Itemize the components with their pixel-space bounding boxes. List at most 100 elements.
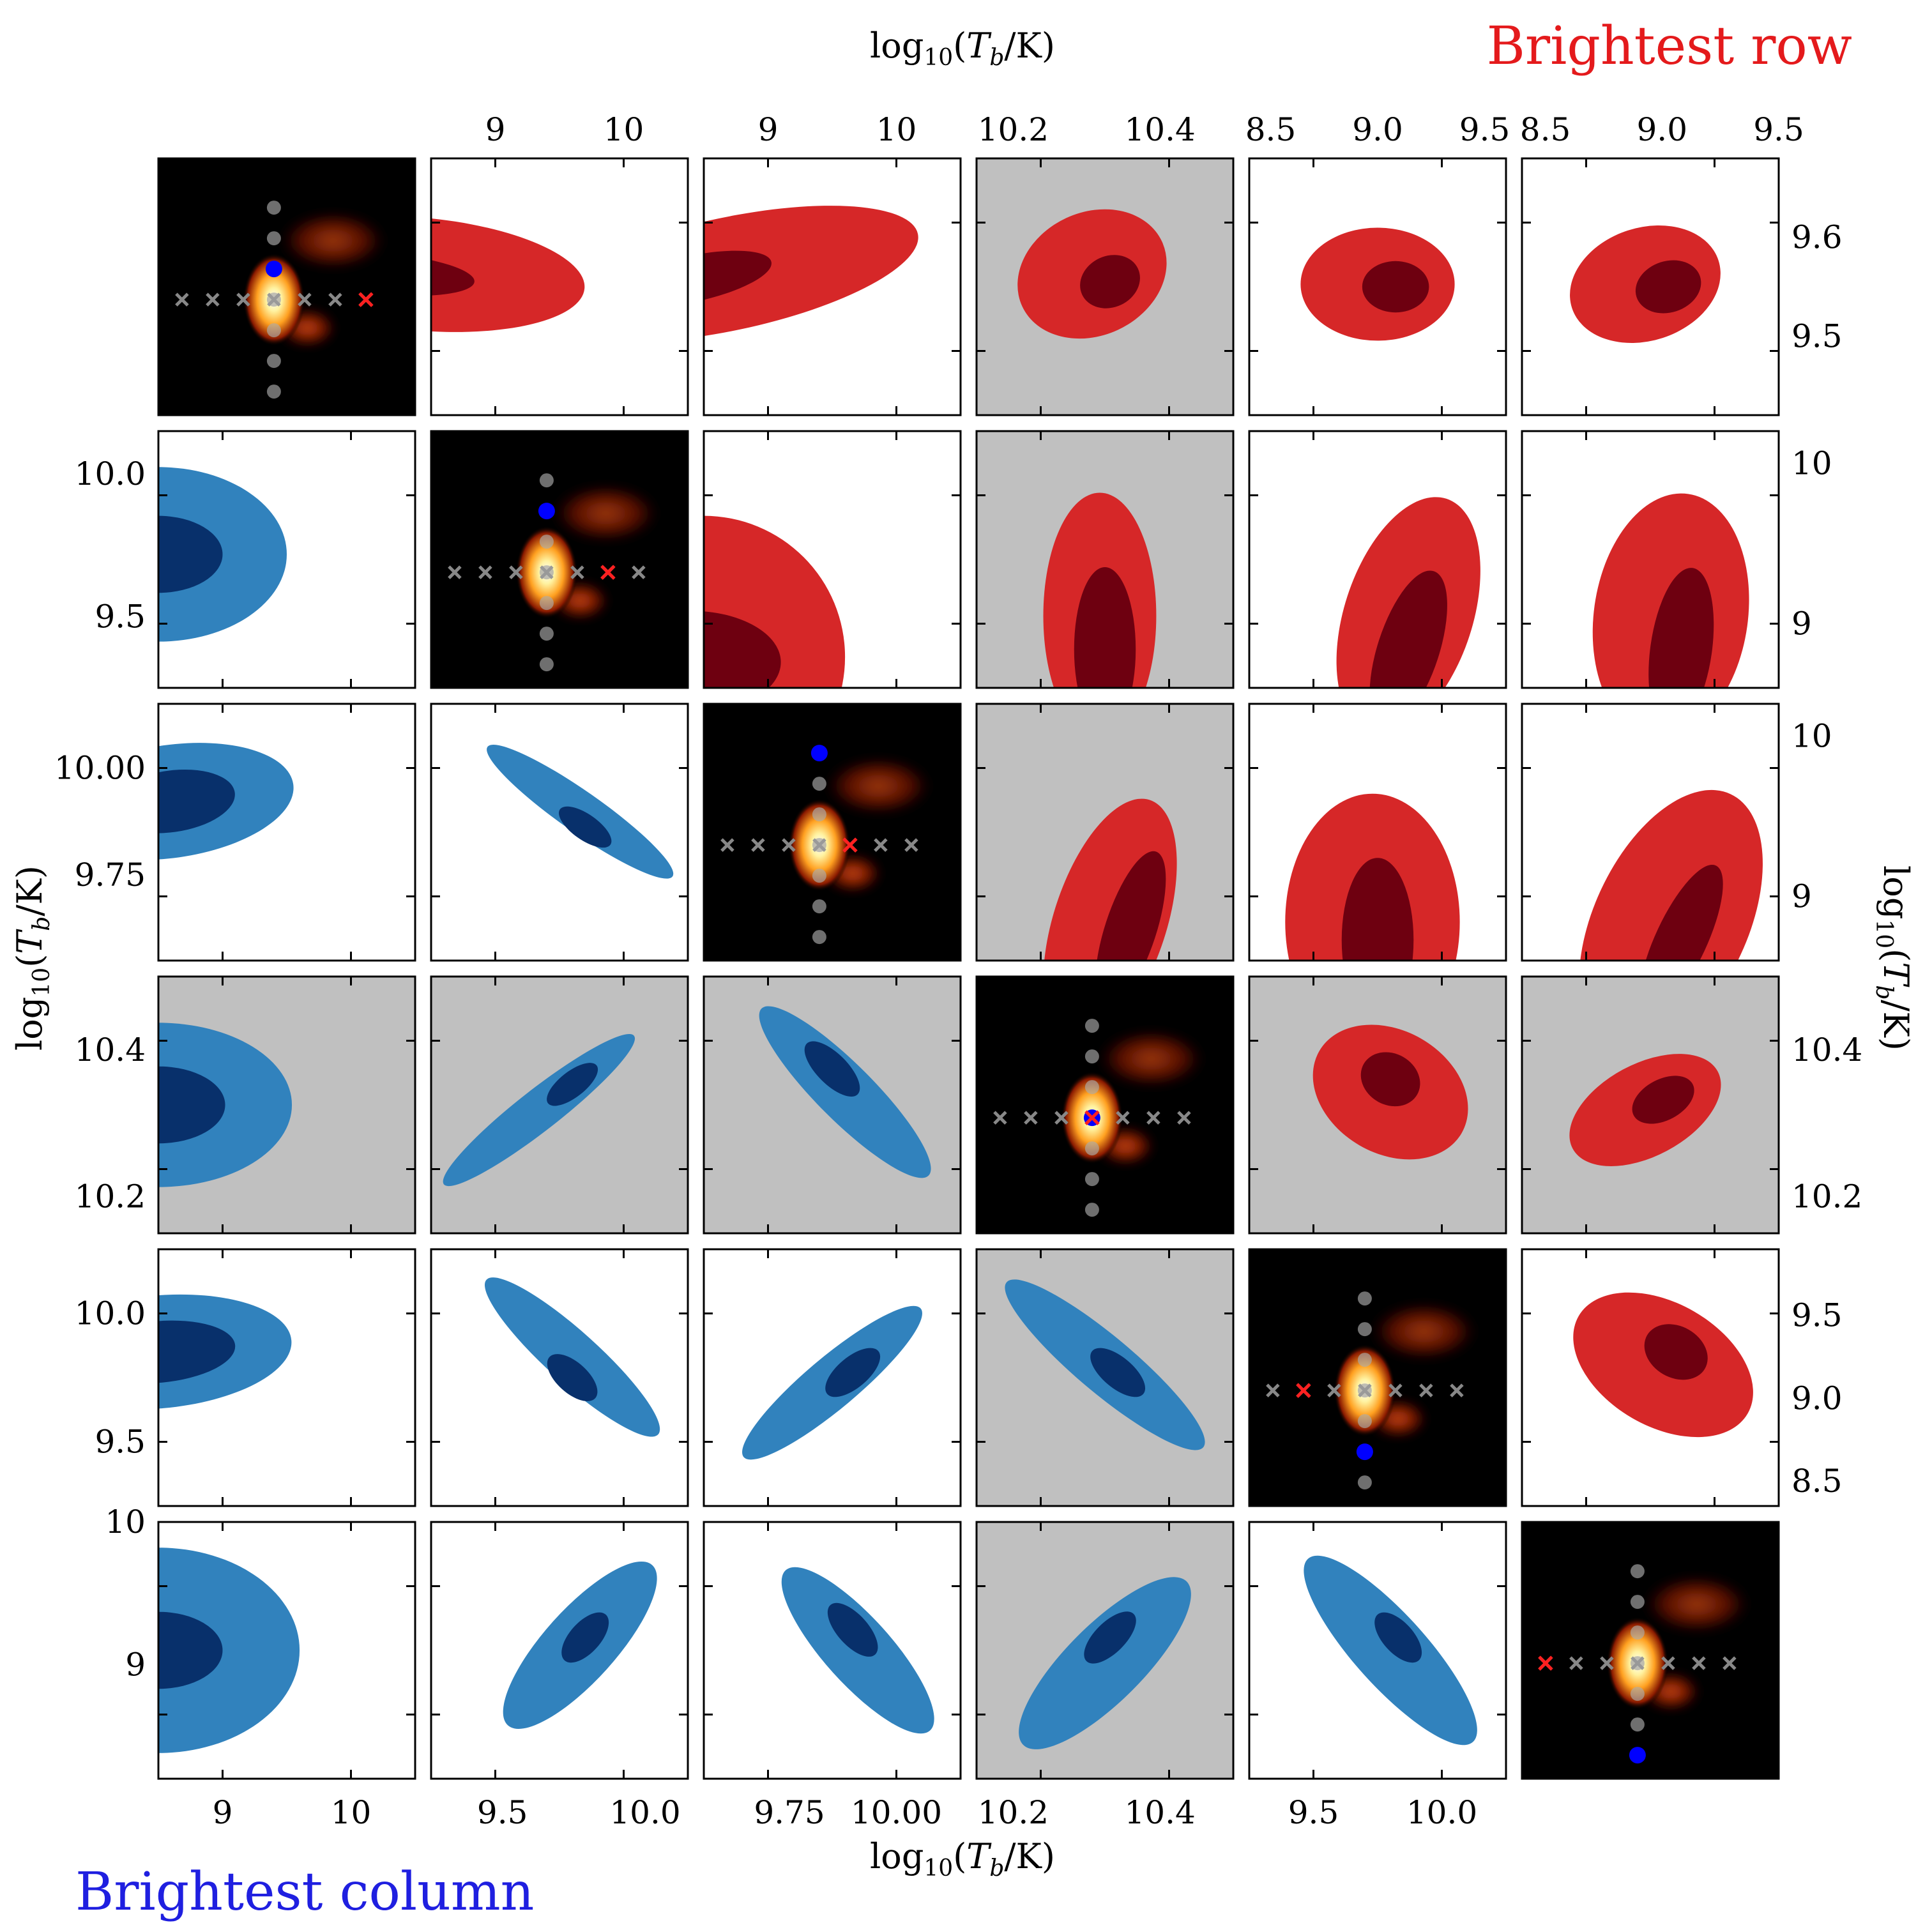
panel-ticks xyxy=(431,158,688,415)
panel-ticks xyxy=(704,704,961,961)
grey-cross-marker xyxy=(1569,1656,1583,1670)
blue-dot-marker xyxy=(810,745,828,762)
panel-ticks xyxy=(158,977,415,1233)
red-inner-contour xyxy=(1639,865,1723,961)
panel-frame xyxy=(1248,1521,1507,1780)
right-y-axis-label: log10(Tb/K) xyxy=(1871,865,1916,1051)
red-inner-contour xyxy=(1362,261,1429,313)
panel-frame xyxy=(1248,157,1507,416)
grey-dot-marker xyxy=(266,323,281,338)
panel-content xyxy=(1249,431,1506,688)
left-tick-label: 10.00 xyxy=(54,750,146,787)
panel-frame xyxy=(1521,1248,1780,1507)
red-inner-contour xyxy=(1080,255,1140,308)
grey-cross-marker xyxy=(1266,1383,1280,1397)
panel-grid xyxy=(157,157,1780,1780)
panel-r4-c4 xyxy=(1248,1248,1507,1507)
panel-r3-c4 xyxy=(1248,975,1507,1235)
panel-r5-c2 xyxy=(703,1521,962,1780)
top-tick-label: 9 xyxy=(758,111,779,148)
panel-frame xyxy=(1521,703,1780,962)
panel-r3-c0 xyxy=(157,975,416,1235)
right-tick-label: 9 xyxy=(1791,605,1812,643)
panel-r2-c3 xyxy=(975,703,1235,962)
panel-ticks xyxy=(977,704,1233,961)
grey-dot-marker xyxy=(1630,1687,1645,1701)
left-tick-label: 10.0 xyxy=(75,455,146,492)
red-inner-contour xyxy=(1635,260,1701,314)
panel-r5-c1 xyxy=(430,1521,689,1780)
right-tick-label: 9.6 xyxy=(1791,219,1843,256)
bottom-tick-label: 9.5 xyxy=(477,1794,528,1831)
red-inner-contour xyxy=(1360,1052,1420,1107)
red-inner-contour xyxy=(1369,570,1447,688)
grey-dot-marker xyxy=(1357,1322,1372,1337)
grey-dot-marker xyxy=(539,627,554,641)
grey-cross-marker xyxy=(1388,1383,1403,1397)
left-tick-label: 10.2 xyxy=(75,1178,146,1215)
blue-inner-contour xyxy=(158,515,223,593)
top-x-axis-label: log10(Tb/K) xyxy=(870,26,1055,71)
panel-frame xyxy=(157,703,416,962)
panel-ticks xyxy=(977,1522,1233,1779)
grey-dot-marker xyxy=(1084,1203,1099,1217)
panel-frame xyxy=(975,1521,1235,1780)
panel-content xyxy=(431,977,688,1233)
blue-outer-contour xyxy=(1019,1577,1191,1749)
grey-dot-marker xyxy=(812,930,826,945)
blue-dot-marker xyxy=(538,503,555,520)
panel-content xyxy=(977,977,1233,1233)
panel-content xyxy=(1249,704,1506,961)
panel-content xyxy=(431,158,688,415)
blue-outer-contour xyxy=(485,1277,660,1437)
panel-ticks xyxy=(704,431,961,688)
panel-frame xyxy=(1248,975,1507,1235)
left-tick-label: 9.5 xyxy=(95,598,146,635)
top-tick-label: 8.5 xyxy=(1520,111,1571,148)
panel-ticks xyxy=(1249,431,1506,688)
panel-ticks xyxy=(1249,158,1506,415)
grey-dot-marker xyxy=(539,535,554,549)
panel-ticks xyxy=(1249,1249,1506,1506)
blue-inner-contour xyxy=(158,769,235,833)
panel-r1-c2 xyxy=(703,430,962,689)
panel-frame xyxy=(703,703,962,962)
panel-r2-c2 xyxy=(703,703,962,962)
panel-r4-c0 xyxy=(157,1248,416,1507)
panel-content xyxy=(158,431,415,688)
bottom-tick-label: 10.2 xyxy=(978,1794,1049,1831)
panel-r3-c1 xyxy=(430,975,689,1235)
grey-cross-marker xyxy=(509,565,523,579)
glow-arc-upper xyxy=(1367,1300,1480,1362)
blue-dot-marker xyxy=(265,261,282,278)
panel-ticks xyxy=(1522,1249,1779,1506)
center-cross-marker xyxy=(540,565,554,579)
panel-frame xyxy=(1521,1521,1780,1780)
panel-ticks xyxy=(704,1522,961,1779)
red-inner-contour xyxy=(1632,1076,1694,1124)
bottom-tick-label: 10.4 xyxy=(1124,1794,1195,1831)
panel-r1-c5 xyxy=(1521,430,1780,689)
panel-ticks xyxy=(977,158,1233,415)
grey-dot-marker xyxy=(1630,1625,1645,1640)
panel-r2-c0 xyxy=(157,703,416,962)
grey-dot-marker xyxy=(1084,1172,1099,1187)
panel-content xyxy=(977,704,1233,961)
grey-dot-marker xyxy=(1357,1353,1372,1367)
grey-dot-marker xyxy=(1084,1049,1099,1064)
panel-r5-c3 xyxy=(975,1521,1235,1780)
panel-content xyxy=(704,1522,961,1779)
panel-ticks xyxy=(1522,704,1779,961)
grey-cross-marker xyxy=(904,838,918,852)
panel-background xyxy=(431,704,688,961)
red-cross-marker xyxy=(1084,1110,1100,1125)
glow-arc-upper xyxy=(821,755,935,817)
panel-frame xyxy=(1248,430,1507,689)
right-tick-label: 10 xyxy=(1791,717,1832,754)
panel-r0-c0 xyxy=(157,157,416,416)
panel-content xyxy=(704,431,961,688)
bottom-tick-label: 10 xyxy=(331,1794,372,1831)
panel-content xyxy=(977,431,1233,688)
panel-frame xyxy=(703,1521,962,1780)
grey-cross-marker xyxy=(1661,1656,1675,1670)
